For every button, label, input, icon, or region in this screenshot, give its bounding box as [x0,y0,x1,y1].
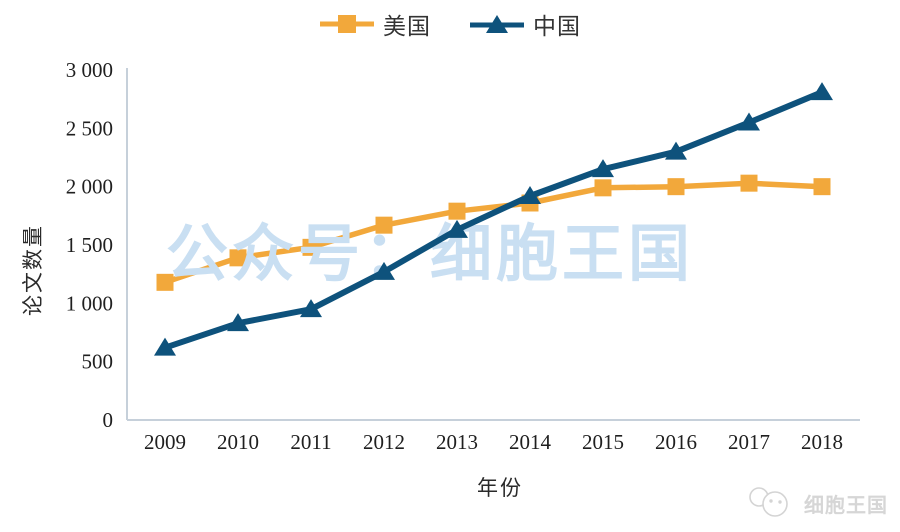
legend-label-china: 中国 [533,14,581,39]
x-tick-label: 2010 [217,430,259,454]
cell-icon [749,487,788,517]
y-tick-label: 1 500 [66,233,113,257]
y-tick-label: 500 [82,350,114,374]
y-axis-title: 论文数量 [21,224,45,316]
us-line [162,180,825,286]
us-marker [667,178,685,196]
china-marker [300,299,322,318]
y-tick-label: 0 [103,408,114,432]
china-marker [592,159,614,178]
us-marker [813,178,831,196]
us-marker [740,174,758,192]
china-marker [738,112,760,131]
china-marker [519,186,541,204]
footer-logo: 细胞王国 [744,486,888,520]
china-marker [665,141,687,160]
y-tick-label: 1 000 [66,291,113,315]
china-marker [811,82,833,101]
us-marker [302,238,320,256]
us-marker [375,216,393,234]
x-tick-label: 2015 [582,430,624,454]
x-tick-label: 2018 [801,430,843,454]
us-square-marker-icon [320,15,374,33]
us-marker [448,202,466,220]
us-marker [156,273,174,291]
x-tick-label: 2013 [436,430,478,454]
china-line [162,89,825,351]
y-tick-label: 2 000 [66,175,113,199]
china-triangle-marker-icon [470,15,524,33]
watermark: 公众号：细胞王国 [166,220,695,289]
us-marker [229,249,247,267]
china-marker [154,337,176,356]
legend-item-us: 美国 [319,7,431,41]
us-marker [594,179,612,197]
x-tick-label: 2014 [509,430,552,454]
legend-label-us: 美国 [383,14,431,39]
legend: 美国 中国 [0,6,900,42]
x-axis-title: 年份 [477,476,523,500]
china-marker [373,261,395,280]
x-tick-label: 2017 [728,430,770,454]
x-tick-label: 2011 [290,430,331,454]
legend-item-china: 中国 [469,7,581,41]
x-tick-label: 2009 [144,430,186,454]
y-tick-label: 2 500 [66,116,113,140]
china-marker [227,313,249,332]
china-marker [446,219,468,238]
footer-logo-text: 细胞王国 [804,494,888,517]
x-tick-label: 2016 [655,430,697,454]
y-tick-label: 3 000 [66,58,113,82]
x-tick-label: 2012 [363,430,405,454]
